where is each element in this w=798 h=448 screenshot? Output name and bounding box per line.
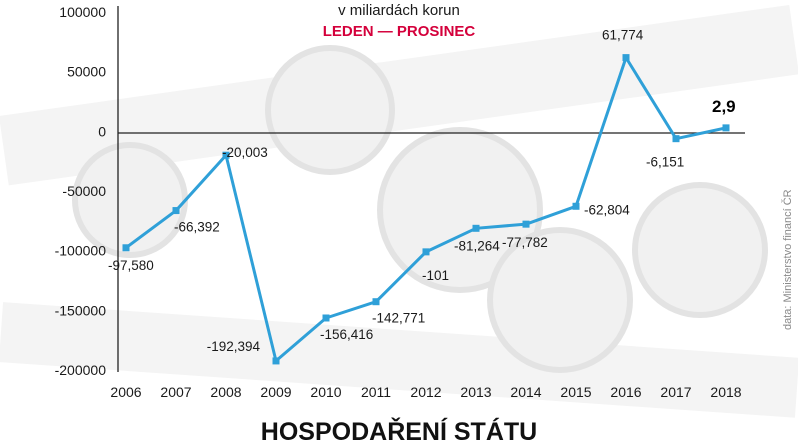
data-label: 2,9 — [712, 97, 736, 116]
data-labels: -97,580 -66,392 -20,003 -192,394 -156,416-14… — [108, 28, 736, 354]
y-tick-label: -200000 — [55, 362, 107, 378]
data-point — [522, 220, 530, 228]
x-tick-label: 2016 — [610, 384, 641, 400]
data-point — [372, 298, 380, 306]
data-label: -101 — [422, 268, 449, 283]
data-point — [272, 357, 280, 365]
y-tick-label: -150000 — [55, 302, 107, 318]
data-label: -142,771 — [372, 311, 425, 326]
x-tick-label: 2010 — [310, 384, 341, 400]
data-markers — [122, 54, 730, 365]
data-point — [122, 244, 130, 252]
y-tick-label: 100000 — [59, 4, 106, 20]
data-label: -77,782 — [502, 235, 548, 250]
data-label: -66,392 — [174, 220, 220, 235]
chart-period: LEDEN — PROSINEC — [323, 23, 476, 40]
x-tick-label: 2015 — [560, 384, 591, 400]
x-tick-labels: 2006 2007 2008 2009 2010 2011 2012 2013 2014 2015… — [110, 384, 741, 400]
data-point — [222, 151, 230, 159]
data-label: -156,416 — [320, 327, 373, 342]
data-point — [622, 54, 630, 62]
data-label: -81,264 — [454, 238, 500, 253]
data-point — [172, 207, 180, 215]
x-tick-label: 2009 — [260, 384, 291, 400]
y-tick-label: 0 — [98, 123, 106, 139]
data-point — [322, 314, 330, 322]
data-label: -20,003 — [222, 145, 268, 160]
data-label: -97,580 — [108, 258, 154, 273]
data-point — [722, 124, 730, 132]
y-tick-label: 50000 — [67, 64, 106, 80]
background-coins-image — [0, 4, 798, 418]
x-tick-label: 2008 — [210, 384, 241, 400]
data-point — [422, 248, 430, 256]
y-tick-labels: 100000 50000 0 -50000 -100000 -150000 -200000 — [55, 4, 107, 378]
chart-subtitle: v miliardách korun — [338, 2, 460, 19]
y-tick-label: -50000 — [62, 183, 106, 199]
data-point — [572, 202, 580, 210]
x-tick-label: 2011 — [361, 384, 391, 400]
data-label: 61,774 — [602, 28, 644, 43]
data-point — [472, 224, 480, 232]
x-tick-label: 2012 — [410, 384, 441, 400]
x-tick-label: 2014 — [510, 384, 541, 400]
data-label: -192,394 — [207, 339, 261, 354]
chart-title: HOSPODAŘENÍ STÁTU — [261, 416, 537, 446]
x-tick-label: 2018 — [710, 384, 741, 400]
x-tick-label: 2013 — [460, 384, 491, 400]
data-label: -6,151 — [646, 155, 684, 170]
y-tick-label: -100000 — [55, 243, 107, 259]
x-tick-label: 2017 — [660, 384, 691, 400]
data-label: -62,804 — [584, 202, 630, 217]
x-tick-label: 2006 — [110, 384, 141, 400]
data-point — [672, 135, 680, 143]
x-tick-label: 2007 — [160, 384, 191, 400]
source-credit: data: Ministerstvo financí ČR — [781, 189, 794, 330]
